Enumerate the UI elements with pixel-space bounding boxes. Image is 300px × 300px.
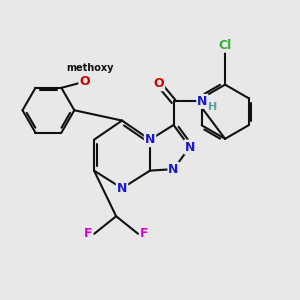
- Text: O: O: [79, 75, 90, 88]
- Text: N: N: [197, 95, 208, 108]
- Text: N: N: [145, 133, 155, 146]
- Text: F: F: [140, 227, 148, 240]
- Text: N: N: [117, 182, 127, 195]
- Text: F: F: [84, 227, 92, 240]
- Text: H: H: [208, 102, 217, 112]
- Text: Cl: Cl: [218, 39, 232, 52]
- Text: methoxy: methoxy: [66, 63, 113, 73]
- Text: N: N: [168, 163, 179, 176]
- Text: O: O: [154, 77, 164, 90]
- Text: N: N: [184, 141, 195, 154]
